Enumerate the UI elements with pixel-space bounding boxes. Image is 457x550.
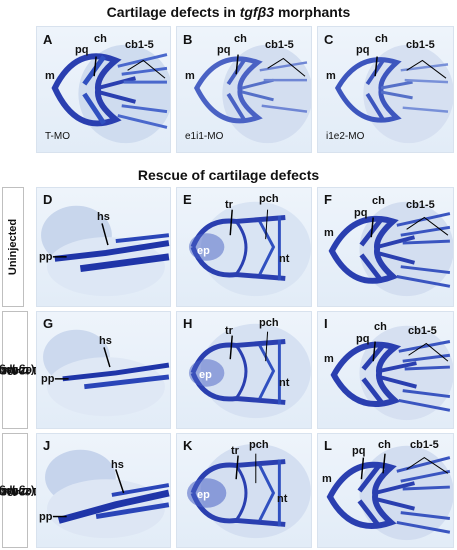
panel-letter: L: [324, 438, 332, 453]
label-nt: nt: [277, 493, 288, 505]
label-ch: ch: [378, 439, 391, 451]
panel-a: A ch pq cb1-5 m T-MO: [36, 26, 171, 153]
ventral-cartilage-image: [326, 445, 453, 541]
label-nt: nt: [279, 253, 290, 265]
lateral-cartilage-image: [43, 329, 170, 417]
label-nt: nt: [279, 377, 290, 389]
ventral-cartilage-image: [328, 201, 453, 297]
title-prefix: Cartilage defects in: [106, 4, 240, 20]
panel-b: B ch pq cb1-5 m e1i1-MO: [176, 26, 312, 153]
label-pch: pch: [259, 317, 279, 329]
figure-title-rescue: Rescue of cartilage defects: [137, 167, 320, 183]
title-gene: tgfβ3: [239, 4, 275, 20]
panel-l: L ch pq cb1-5 m: [317, 433, 454, 548]
title-suffix: morphants: [274, 4, 351, 20]
panel-letter: A: [43, 32, 53, 47]
panel-k: K tr pch ep nt: [176, 433, 312, 548]
label-hs: hs: [97, 211, 110, 223]
ventral-cartilage-image: [51, 44, 170, 144]
panel-e: E tr pch ep nt: [176, 187, 312, 307]
label-m: m: [322, 473, 332, 485]
ventral-cartilage-image: [193, 44, 311, 144]
panel-letter: B: [183, 32, 193, 47]
row-label-text: Uninjected: [7, 218, 19, 276]
neurocranium-image: [187, 443, 311, 539]
panel-letter: F: [324, 192, 332, 207]
panel-c: C ch pq cb1-5 m i1e2-MO: [317, 26, 454, 153]
panel-letter: D: [43, 192, 53, 207]
panel-letter: C: [324, 32, 334, 47]
panel-f: F ch pq cb1-5 m: [317, 187, 454, 307]
label-pch: pch: [259, 193, 279, 205]
label-cb: cb1-5: [406, 39, 435, 51]
panel-letter: G: [43, 316, 54, 331]
label-tr: tr: [231, 445, 239, 457]
condition-label: i1e2-MO: [326, 131, 365, 142]
label-tr: tr: [225, 199, 233, 211]
label-m: m: [324, 227, 334, 239]
label-ep: ep: [197, 245, 210, 257]
panel-j: J hs pp: [36, 433, 171, 548]
panel-letter: I: [324, 316, 328, 331]
label-pq: pq: [217, 44, 231, 56]
row-label-rescue-200pg: i1e2-MO + tgfβ3(200pg): [0, 433, 41, 548]
ventral-cartilage-image: [334, 44, 453, 144]
label-cb: cb1-5: [265, 39, 294, 51]
panel-i: I ch pq cb1-5 m: [317, 311, 454, 429]
condition-label: e1i1-MO: [185, 131, 224, 142]
label-ch: ch: [94, 33, 107, 45]
label-ch: ch: [372, 195, 385, 207]
label-pp: pp: [39, 251, 53, 263]
panel-letter: H: [183, 316, 193, 331]
label-m: m: [326, 70, 336, 82]
label-pq: pq: [75, 44, 89, 56]
label-cb: cb1-5: [408, 325, 437, 337]
lateral-cartilage-image: [41, 205, 170, 297]
neurocranium-image: [188, 323, 311, 419]
label-cb: cb1-5: [410, 439, 439, 451]
row-label-uninjected: Uninjected: [2, 187, 24, 307]
label-ep: ep: [199, 369, 212, 381]
label-ep: ep: [197, 489, 210, 501]
label-tr: tr: [225, 325, 233, 337]
panel-letter: E: [183, 192, 192, 207]
panel-letter: K: [183, 438, 193, 453]
label-ch: ch: [374, 321, 387, 333]
panel-d: D hs pp: [36, 187, 171, 307]
label-pq: pq: [354, 207, 368, 219]
row-label-rescue-100pg: i1e2-MO + tgfβ3(100pg): [0, 311, 41, 429]
label-m: m: [45, 70, 55, 82]
label-ch: ch: [375, 33, 388, 45]
label-pq: pq: [356, 333, 370, 345]
label-m: m: [324, 353, 334, 365]
panel-h: H tr pch ep nt: [176, 311, 312, 429]
label-m: m: [185, 70, 195, 82]
ventral-cartilage-image: [330, 325, 453, 421]
label-cb: cb1-5: [406, 199, 435, 211]
neurocranium-image: [188, 201, 311, 297]
condition-label: T-MO: [45, 131, 70, 142]
panel-g: G hs pp: [36, 311, 171, 429]
label-cb: cb1-5: [125, 39, 154, 51]
label-pch: pch: [249, 439, 269, 451]
label-pq: pq: [352, 445, 366, 457]
panel-letter: J: [43, 438, 51, 453]
label-pp: pp: [39, 511, 53, 523]
label-hs: hs: [111, 459, 124, 471]
label-hs: hs: [99, 335, 112, 347]
label-pq: pq: [356, 44, 370, 56]
label-pp: pp: [41, 373, 55, 385]
figure-title-morphants: Cartilage defects in tgfβ3 morphants: [0, 4, 457, 20]
lateral-cartilage-image: [45, 449, 170, 539]
label-ch: ch: [234, 33, 247, 45]
